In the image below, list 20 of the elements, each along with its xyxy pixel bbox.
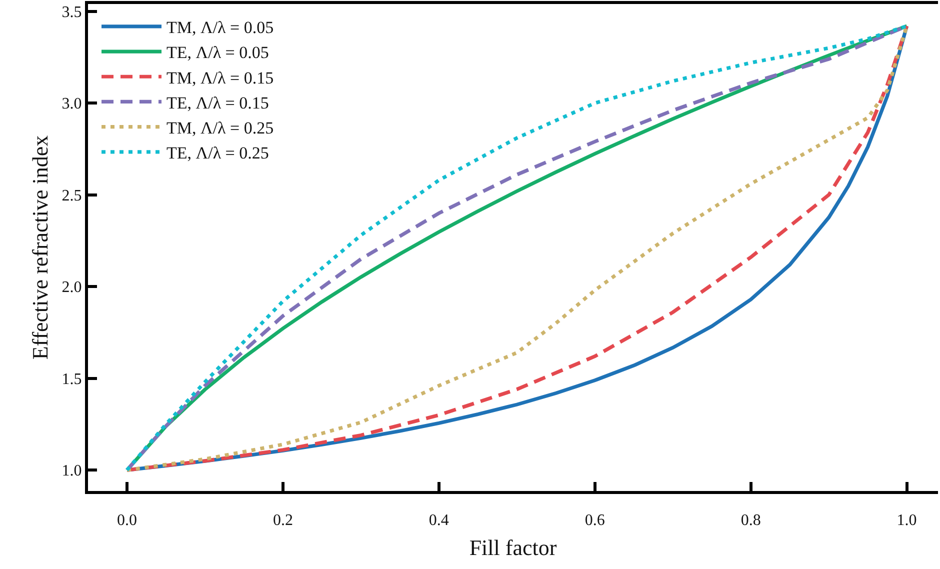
x-tick-label: 0.4 [428, 512, 449, 530]
y-tick-label: 1.0 [62, 462, 82, 480]
x-tick-label: 0.0 [116, 512, 137, 530]
y-axis-title: Effective refractive index [28, 135, 53, 360]
legend-label: TE, Λ/λ = 0.15 [166, 93, 269, 112]
x-axis-title: Fill factor [469, 535, 558, 560]
x-tick-label: 0.2 [272, 512, 293, 530]
x-tick-label: 1.0 [896, 512, 917, 530]
legend-label: TE, Λ/λ = 0.25 [166, 144, 269, 163]
y-tick-label: 2.5 [62, 187, 82, 204]
y-tick-label: 1.5 [62, 370, 82, 388]
legend-label: TM, Λ/λ = 0.15 [166, 68, 274, 88]
legend-label: TM, Λ/λ = 0.25 [166, 118, 274, 138]
legend-label: TM, Λ/λ = 0.05 [166, 18, 274, 38]
legend-label: TE, Λ/λ = 0.05 [166, 43, 269, 62]
y-tick-label: 3.5 [62, 4, 82, 21]
x-tick-label: 0.8 [740, 512, 761, 530]
y-tick-label: 3.0 [62, 96, 82, 113]
y-tick-label: 2.0 [62, 279, 82, 296]
x-tick-label: 0.6 [584, 512, 605, 530]
